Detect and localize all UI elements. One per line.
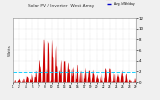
- Legend: Actual kW, Avg. kWh/day: Actual kW, Avg. kWh/day: [106, 0, 134, 6]
- Text: Solar PV / Inverter  West Array: Solar PV / Inverter West Array: [28, 4, 94, 8]
- Y-axis label: Watts: Watts: [7, 44, 11, 56]
